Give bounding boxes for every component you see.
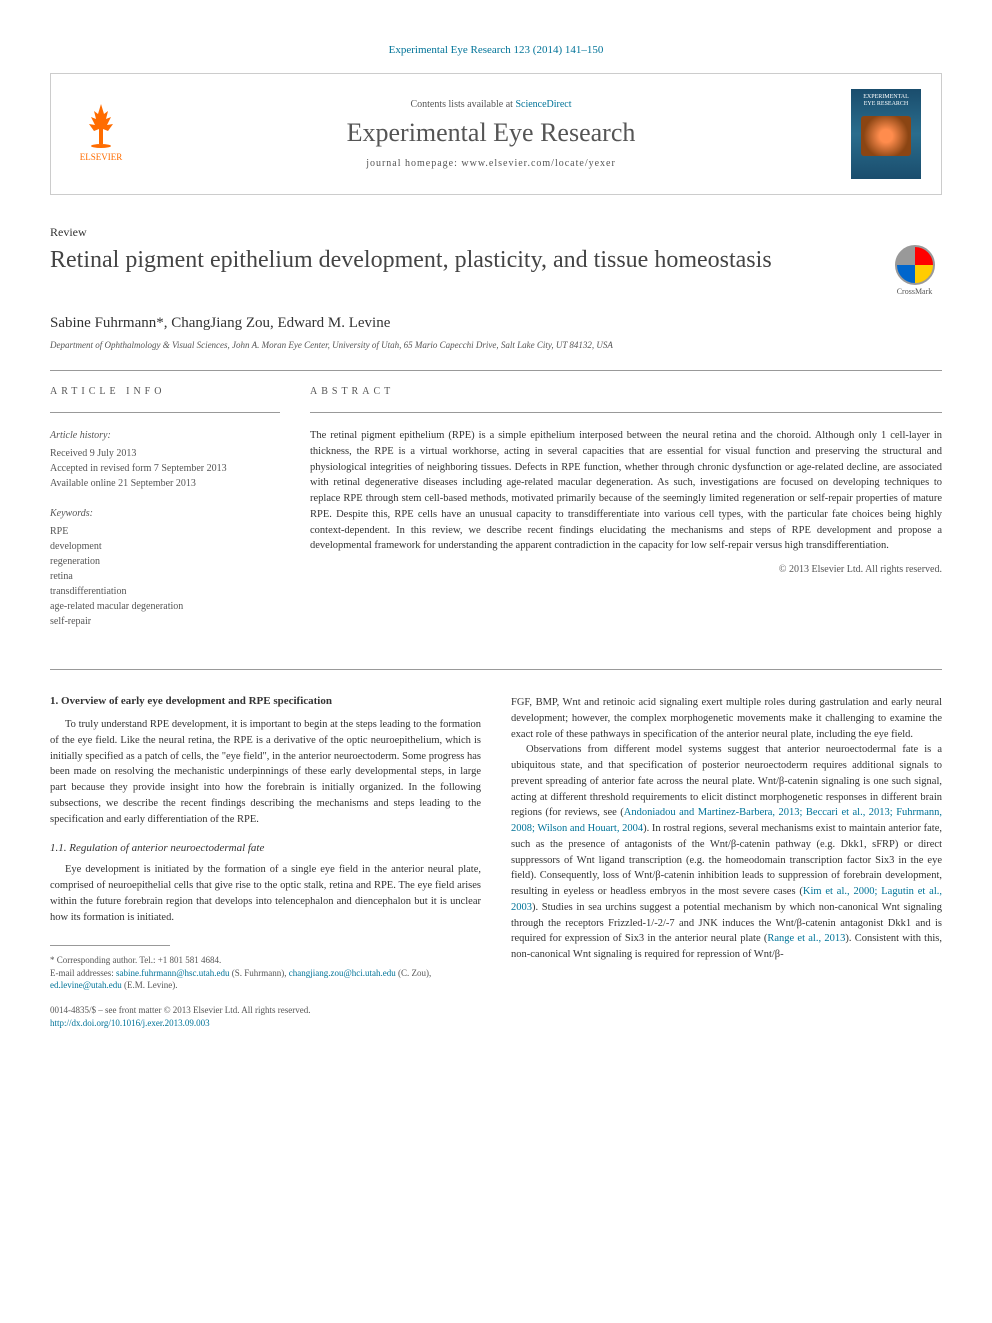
abstract-heading: ABSTRACT	[310, 386, 942, 397]
history-item: Available online 21 September 2013	[50, 476, 280, 491]
article-history: Article history: Received 9 July 2013 Ac…	[50, 428, 280, 491]
info-divider	[50, 412, 280, 413]
keyword: retina	[50, 569, 280, 584]
article-title: Retinal pigment epithelium development, …	[50, 245, 867, 276]
col2-p2: Observations from different model system…	[511, 742, 942, 963]
crossmark-badge[interactable]: CrossMark	[887, 245, 942, 300]
crossmark-label: CrossMark	[897, 287, 933, 296]
col2-p1: FGF, BMP, Wnt and retinoic acid signalin…	[511, 695, 942, 742]
journal-banner: ELSEVIER Contents lists available at Sci…	[50, 73, 942, 195]
divider	[50, 370, 942, 371]
elsevier-label: ELSEVIER	[80, 152, 123, 162]
keyword: age-related macular degeneration	[50, 599, 280, 614]
elsevier-logo[interactable]: ELSEVIER	[71, 99, 131, 169]
subsection-11-heading: 1.1. Regulation of anterior neuroectoder…	[50, 842, 481, 854]
footer-copyright: 0014-4835/$ – see front matter © 2013 El…	[50, 1004, 481, 1029]
body-divider	[50, 669, 942, 670]
copyright: © 2013 Elsevier Ltd. All rights reserved…	[310, 564, 942, 575]
keyword: development	[50, 539, 280, 554]
history-item: Accepted in revised form 7 September 201…	[50, 461, 280, 476]
banner-center: Contents lists available at ScienceDirec…	[151, 99, 831, 169]
info-abstract-row: ARTICLE INFO Article history: Received 9…	[50, 386, 942, 644]
email-label: E-mail addresses:	[50, 968, 116, 978]
history-item: Received 9 July 2013	[50, 446, 280, 461]
history-title: Article history:	[50, 428, 280, 443]
crossmark-icon	[895, 245, 935, 285]
email-link[interactable]: ed.levine@utah.edu	[50, 980, 122, 990]
journal-name: Experimental Eye Research	[151, 118, 831, 148]
section-1-heading: 1. Overview of early eye development and…	[50, 695, 481, 707]
homepage-url[interactable]: www.elsevier.com/locate/yexer	[461, 158, 615, 169]
article-type: Review	[50, 225, 942, 240]
left-column: 1. Overview of early eye development and…	[50, 695, 481, 1029]
authors: Sabine Fuhrmann*, ChangJiang Zou, Edward…	[50, 315, 942, 332]
article-info: ARTICLE INFO Article history: Received 9…	[50, 386, 280, 644]
contents-line: Contents lists available at ScienceDirec…	[151, 99, 831, 110]
footnote-divider	[50, 945, 170, 946]
abstract-divider	[310, 412, 942, 413]
keyword: regeneration	[50, 554, 280, 569]
cover-title-2: EYE RESEARCH	[864, 101, 909, 108]
email-link[interactable]: changjiang.zou@hci.utah.edu	[289, 968, 396, 978]
keyword: self-repair	[50, 614, 280, 629]
email-link[interactable]: sabine.fuhrmann@hsc.utah.edu	[116, 968, 230, 978]
cover-title-1: EXPERIMENTAL	[863, 94, 909, 101]
body-columns: 1. Overview of early eye development and…	[50, 695, 942, 1029]
corresponding-author: * Corresponding author. Tel.: +1 801 581…	[50, 954, 481, 967]
keyword: RPE	[50, 524, 280, 539]
sciencedirect-link[interactable]: ScienceDirect	[515, 99, 571, 110]
keywords-list: RPE development regeneration retina tran…	[50, 524, 280, 629]
cover-image	[861, 116, 911, 156]
front-matter: 0014-4835/$ – see front matter © 2013 El…	[50, 1004, 481, 1017]
doi-link[interactable]: http://dx.doi.org/10.1016/j.exer.2013.09…	[50, 1018, 210, 1028]
elsevier-tree-icon	[76, 99, 126, 149]
affiliation: Department of Ophthalmology & Visual Sci…	[50, 340, 942, 350]
reference-link[interactable]: Range et al., 2013	[767, 933, 845, 944]
journal-citation: Experimental Eye Research 123 (2014) 141…	[50, 40, 942, 58]
journal-cover[interactable]: EXPERIMENTAL EYE RESEARCH	[851, 89, 921, 179]
keywords-title: Keywords:	[50, 506, 280, 521]
keyword: transdifferentiation	[50, 584, 280, 599]
email-addresses: E-mail addresses: sabine.fuhrmann@hsc.ut…	[50, 967, 481, 992]
section-1-p1: To truly understand RPE development, it …	[50, 717, 481, 827]
subsection-11-p1: Eye development is initiated by the form…	[50, 862, 481, 925]
citation-text[interactable]: Experimental Eye Research 123 (2014) 141…	[389, 44, 604, 56]
info-heading: ARTICLE INFO	[50, 386, 280, 397]
abstract-column: ABSTRACT The retinal pigment epithelium …	[310, 386, 942, 644]
keywords-section: Keywords: RPE development regeneration r…	[50, 506, 280, 629]
homepage-line: journal homepage: www.elsevier.com/locat…	[151, 158, 831, 169]
title-row: Retinal pigment epithelium development, …	[50, 245, 942, 300]
abstract-text: The retinal pigment epithelium (RPE) is …	[310, 428, 942, 554]
right-column: FGF, BMP, Wnt and retinoic acid signalin…	[511, 695, 942, 1029]
